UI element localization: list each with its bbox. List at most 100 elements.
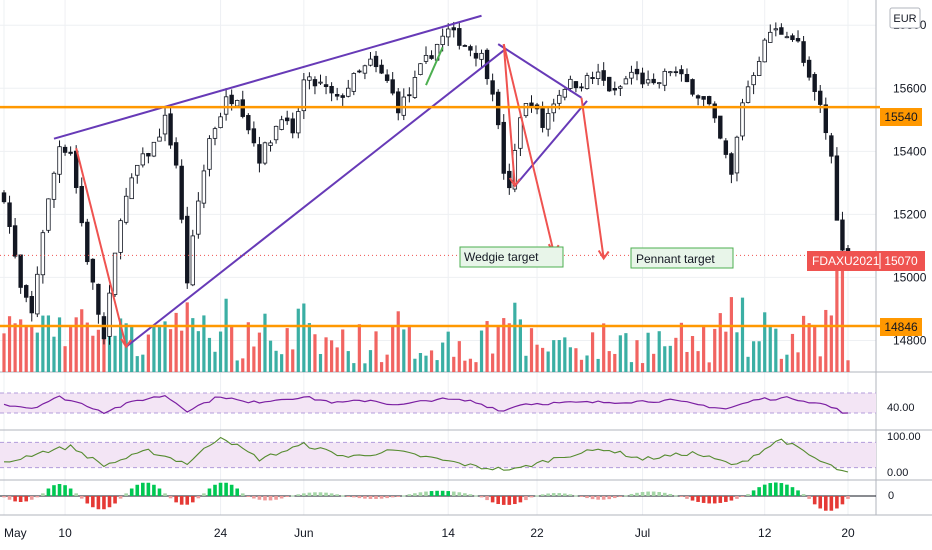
drawings [0,14,876,349]
volume-bar [80,309,84,372]
candle-body [162,114,168,135]
volume-bar [424,355,428,372]
volume-bar [185,302,189,372]
volume-bar [102,333,106,372]
momentum-bar [496,496,500,505]
level-tag-14846: 14846 [880,318,922,336]
momentum-bar [352,496,356,498]
candle-body [695,95,701,99]
volume-bar [280,354,284,372]
volume-bar [91,335,95,372]
candle-body [173,142,179,166]
momentum-bar [612,496,617,499]
momentum-bar [279,496,284,499]
volume-bar [346,351,350,372]
candle-body [523,103,529,117]
volume-bar [707,362,711,372]
momentum-bar [690,496,695,501]
momentum-bar [46,488,51,496]
candle-body [396,91,401,114]
candle-body [29,296,34,314]
time-tick-label: May [4,526,27,540]
candle-body [690,79,695,95]
volume-bar [563,337,567,372]
momentum-bar [418,492,423,496]
momentum-bar [429,491,434,496]
volume-bar [257,332,262,372]
volume-bar [330,340,334,372]
momentum-bar [535,495,539,497]
volume-bar [296,308,300,372]
volume-bar [557,340,561,372]
pennant-upper-line [497,43,583,99]
momentum-bar [474,495,478,497]
momentum-bar [524,496,528,501]
momentum-bar [440,490,445,496]
momentum-bar [268,496,273,501]
candle-body [257,144,262,164]
momentum-bar [490,496,495,503]
candle-body [340,95,345,98]
volume-bar [668,345,672,372]
volume-bar [152,325,156,372]
candle-body [79,185,84,224]
momentum-bar [340,495,345,497]
pennant-target-callout[interactable]: Pennant target [630,247,734,269]
candle-body [24,285,29,298]
candle-body [562,88,568,98]
volume-bar [180,330,184,372]
volume-bar [635,340,639,372]
candle-body [829,135,834,157]
candle-body [479,52,484,60]
momentum-bar [102,496,106,510]
candle-body [806,59,812,78]
volume-bar [85,322,89,372]
volume-bar [335,347,339,372]
momentum-bar [540,494,545,496]
volume-bar [679,322,684,372]
volume-bar [396,311,400,372]
candle-body [629,71,634,79]
momentum-bar [435,490,439,496]
momentum-bar [468,494,473,496]
momentum-bar [485,496,489,501]
momentum-bar [363,496,367,499]
candle-body [51,172,57,200]
candle-body [473,52,479,59]
momentum-bar [85,496,90,504]
volume-bar [313,334,317,372]
candle-body [390,79,395,94]
svg-text:14846: 14846 [884,320,918,334]
price-tick-label: 15600 [893,81,927,95]
time-axis: May 10 24 Jun 14 22 Jul 12 20 [4,526,855,540]
wedgie-target-callout[interactable]: Wedgie target [459,246,564,268]
momentum-bar [696,496,700,502]
volume-bar [596,358,600,372]
momentum-bar [2,496,6,498]
momentum-bar [379,496,384,499]
momentum-bar [207,488,212,496]
currency-box[interactable] [889,7,921,29]
candle-body [545,113,551,130]
symbol-label: FDAXU2021 [812,254,880,268]
candle-body [168,113,173,146]
candle-body [101,316,107,340]
volume-bar [368,350,373,372]
momentum-bar [718,496,723,503]
volume-bar [585,355,589,372]
volume-bar [818,356,822,372]
momentum-bar [740,496,745,497]
candle-body [346,87,351,97]
momentum-bar [812,496,817,505]
rsi-level-label: 40.00 [887,402,915,414]
volume-bar [474,362,478,372]
momentum-bar [385,496,389,499]
candle-body [762,39,767,63]
momentum-bar [835,496,839,509]
momentum-bar [823,496,828,511]
candle-body [229,94,234,105]
volume-bar [402,329,406,372]
momentum-bar [507,496,512,505]
candle-body [157,136,162,142]
stoch-bottom-label: 0.00 [887,467,908,479]
